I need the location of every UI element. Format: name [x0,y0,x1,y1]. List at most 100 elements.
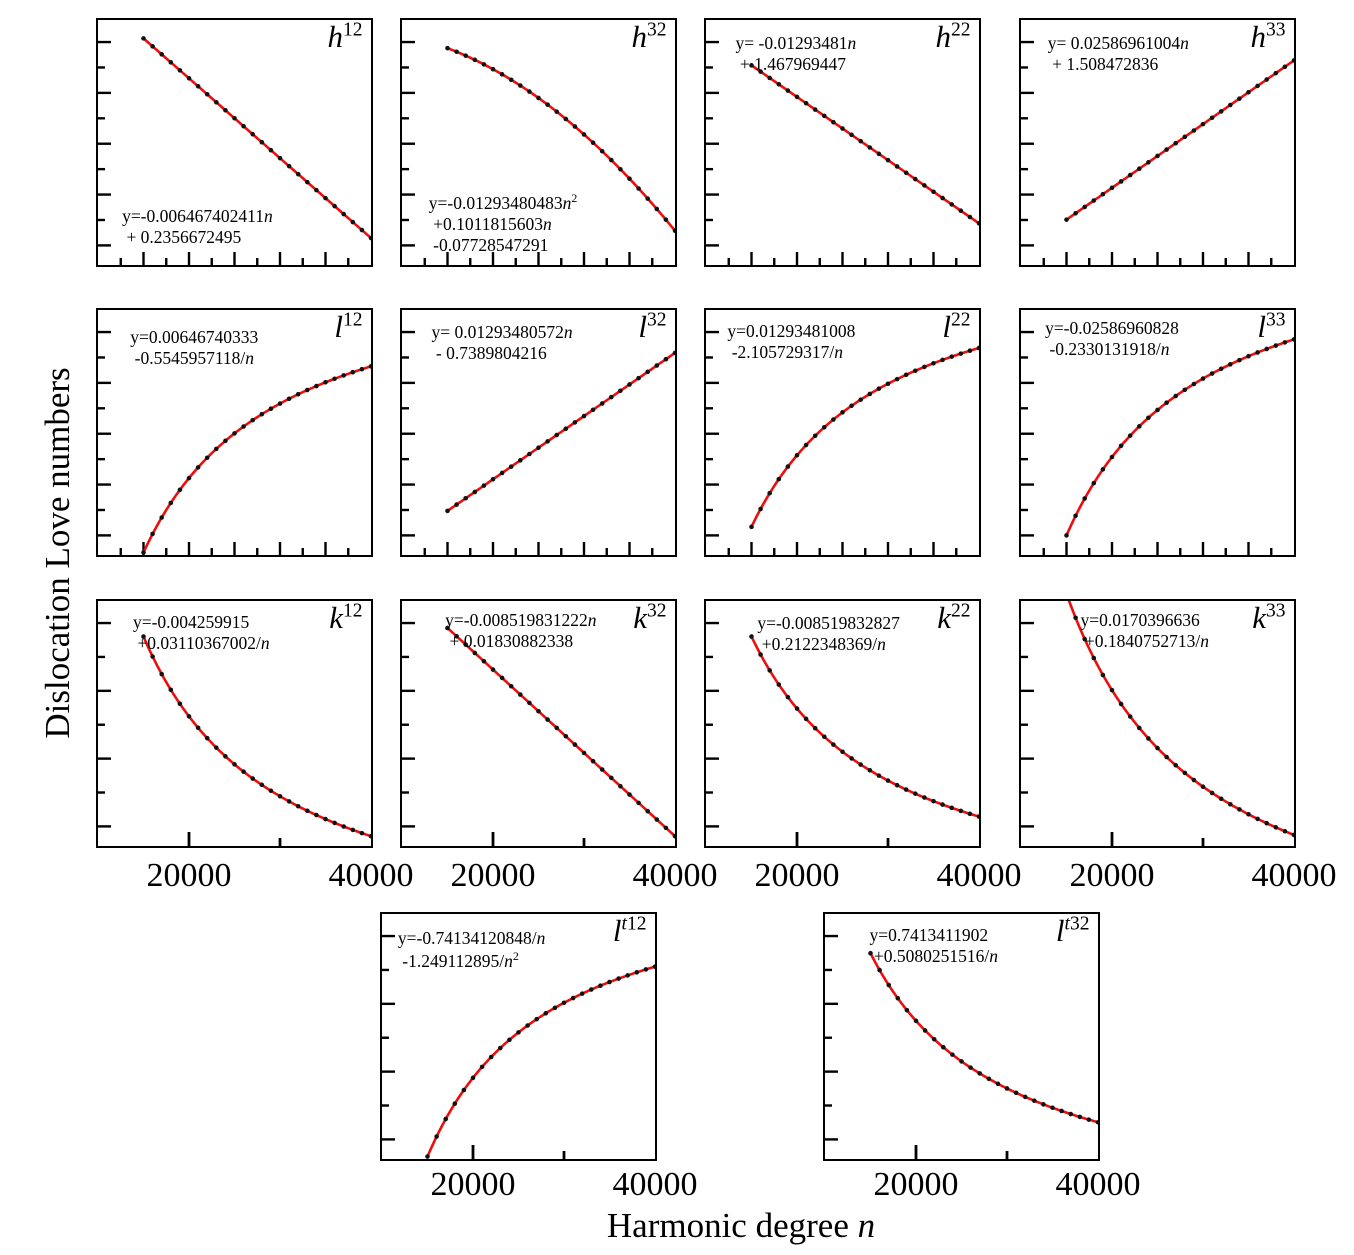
data-point [1182,770,1187,775]
data-point [535,708,541,714]
data-point [1163,146,1169,152]
data-point [1127,172,1132,177]
equation-line: - 0.7389804216 [431,342,547,363]
data-point [967,347,972,353]
equation-line: y=-0.006467402411n [122,205,273,226]
data-point [158,514,164,520]
data-point [517,82,523,88]
fit-equation-k22: y=-0.008519832827 +0.2122348369/n [757,613,900,655]
data-point [304,179,310,184]
data-point [867,767,872,773]
data-point [885,380,890,386]
data-point [1127,713,1132,719]
data-point [1163,399,1169,405]
equation-line: +0.2122348369/n [757,633,886,654]
fit-equation-k12: y=-0.004259915 +0.03110367002/n [133,612,270,654]
x-tick-label: 40000 [632,857,718,894]
data-point [1109,454,1114,459]
data-point [177,700,182,706]
data-point [517,457,523,463]
data-point [1263,76,1269,82]
data-point [472,57,477,62]
data-point [912,367,918,373]
panel-label-h22: h22 [935,18,971,54]
equation-line: y=0.01293481008 [727,320,856,341]
data-point [581,750,586,755]
subplot-h33: y= 0.02586961004n + 1.508472836 h33 [1018,17,1296,267]
data-point [785,87,790,93]
fit-equation-l22: y=0.01293481008 -2.105729317/n [727,321,855,363]
data-point [794,94,799,99]
data-point [794,705,799,711]
x-tick-label: 40000 [936,857,1022,894]
data-point [515,1029,521,1035]
data-point [195,83,200,89]
data-point [1200,783,1205,789]
data-point [140,633,146,639]
data-point [976,345,979,350]
equation-line: +0.03110367002/n [132,632,270,653]
data-point [499,71,504,77]
fit-equation-lt12: y=-0.74134120848/n -1.249112895/n2 [398,928,545,972]
data-point [967,811,972,816]
data-point [524,1022,530,1028]
data-point [204,454,209,460]
data-point [635,375,641,380]
data-point [277,400,282,406]
data-point [921,364,927,369]
data-point [286,395,291,401]
data-point [433,1133,439,1139]
data-point [1182,134,1187,139]
data-point [1154,407,1160,412]
data-point [249,417,255,422]
data-point [444,45,450,50]
panel-label-lt32: lt32 [1055,912,1090,948]
data-point [885,777,890,783]
data-point [572,741,577,747]
data-point [1200,375,1205,381]
data-point [1163,754,1169,759]
data-point [1209,370,1214,376]
equation-line: y= 0.02586961004n [1047,32,1189,53]
data-point [472,650,477,655]
data-point [581,131,586,137]
data-point [848,755,854,761]
data-point [867,144,872,150]
data-point [830,741,836,747]
data-point [158,51,164,57]
equation-line: y= 0.01293480572n [431,321,573,342]
data-point [931,1036,936,1042]
plot-area-k32 [401,621,675,846]
data-point [748,524,754,529]
data-point [462,495,468,501]
data-point [608,157,614,162]
data-point [812,725,817,730]
data-point [839,748,845,754]
data-point [453,501,459,507]
data-point [976,220,979,226]
x-tick-label: 40000 [1251,857,1337,894]
fit-curve-l22 [749,346,979,528]
data-point [1209,790,1214,795]
data-point [479,1064,484,1069]
data-point [1236,95,1242,101]
fit-curve-lt32 [868,951,1098,1124]
data-point [1118,443,1123,448]
data-point [490,476,495,482]
equation-line: y=-0.008519832827 [757,612,900,633]
data-point [350,827,355,832]
data-point [921,182,927,188]
equation-line: + 0.01830882338 [445,631,574,652]
data-point [652,963,655,969]
data-point [470,1075,475,1080]
data-point [240,423,246,429]
subplot-k32: y=-0.008519831222n + 0.01830882338 k32 [399,598,677,848]
data-point [663,825,668,830]
data-point [499,675,504,680]
data-point [599,400,604,406]
data-point [249,131,255,137]
fit-equation-h22: y= -0.01293481n + 1.467969447 [736,33,857,75]
data-point [1109,687,1114,692]
data-point [231,115,237,121]
data-point [654,362,659,368]
